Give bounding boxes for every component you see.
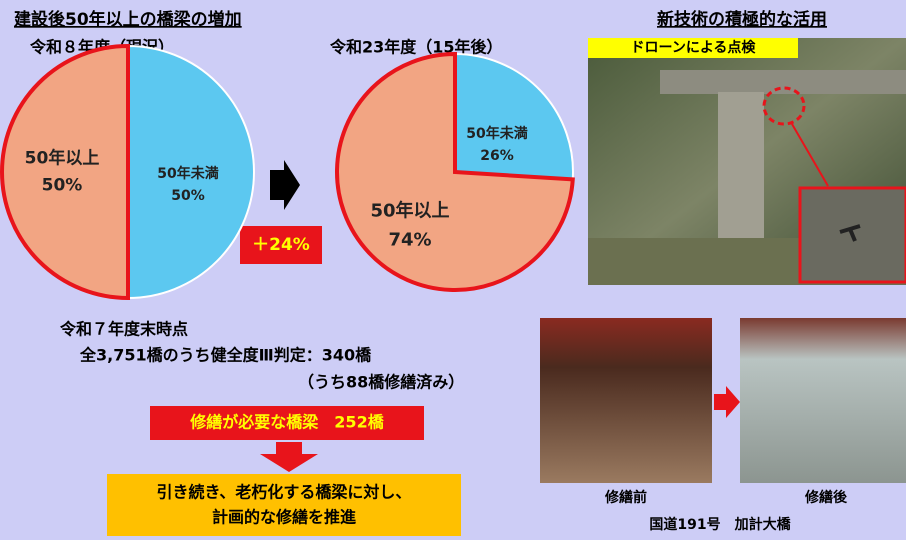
slice-category: 50年以上 — [25, 147, 100, 168]
slice-value: 26% — [480, 148, 514, 164]
slice-value: 74% — [388, 229, 431, 250]
repair-box — [150, 406, 424, 440]
policy-line: 引き続き、老朽化する橋梁に対し、 — [157, 483, 412, 502]
change-box — [240, 226, 322, 264]
after-photo — [740, 318, 906, 483]
highlight — [762, 86, 806, 126]
drone — [839, 224, 861, 242]
photo-pier — [718, 92, 764, 242]
pointer — [791, 123, 829, 187]
policy-line: 計画的な修繕を推進 — [212, 508, 356, 527]
pie-title: 令和23年度（15年後） — [329, 38, 503, 57]
caption: 国道191号 加計大橋 — [649, 516, 791, 533]
right-arrow — [714, 386, 740, 418]
down-arrow — [260, 442, 318, 472]
pie-slice — [454, 52, 574, 181]
slice-value: 50% — [42, 176, 83, 196]
slice-category: 50年未満 — [157, 165, 218, 182]
repair-needed: 修繕が必要な橋梁 252橋 — [189, 413, 384, 432]
arrow — [270, 160, 300, 210]
tech-title: 新技術の積極的な活用 — [657, 9, 827, 30]
caption: 修繕後 — [804, 489, 848, 506]
pie-slice — [2, 46, 128, 298]
status-line: 令和７年度末時点 — [59, 320, 188, 339]
slice-outline — [335, 51, 575, 292]
slice-category: 50年未満 — [466, 125, 527, 142]
status-line: 全3,751橋のうち健全度Ⅲ判定：340橋 — [79, 346, 372, 365]
drone-label: ドローンによる点検 — [631, 39, 757, 56]
caption: 修繕前 — [604, 489, 647, 506]
before-photo — [540, 318, 712, 483]
policy-box — [107, 474, 461, 536]
photo-bridge-deck — [660, 70, 906, 94]
status-line: （うち88橋修繕済み） — [298, 373, 464, 392]
change-label: ＋24% — [252, 235, 310, 255]
pie-slice — [127, 44, 255, 300]
slice-value: 50% — [171, 188, 205, 204]
slice-category: 50年以上 — [370, 200, 449, 222]
title: 建設後50年以上の橋梁の増加 — [14, 9, 242, 30]
drone-label-box — [588, 38, 798, 58]
slice-outline — [0, 43, 130, 301]
